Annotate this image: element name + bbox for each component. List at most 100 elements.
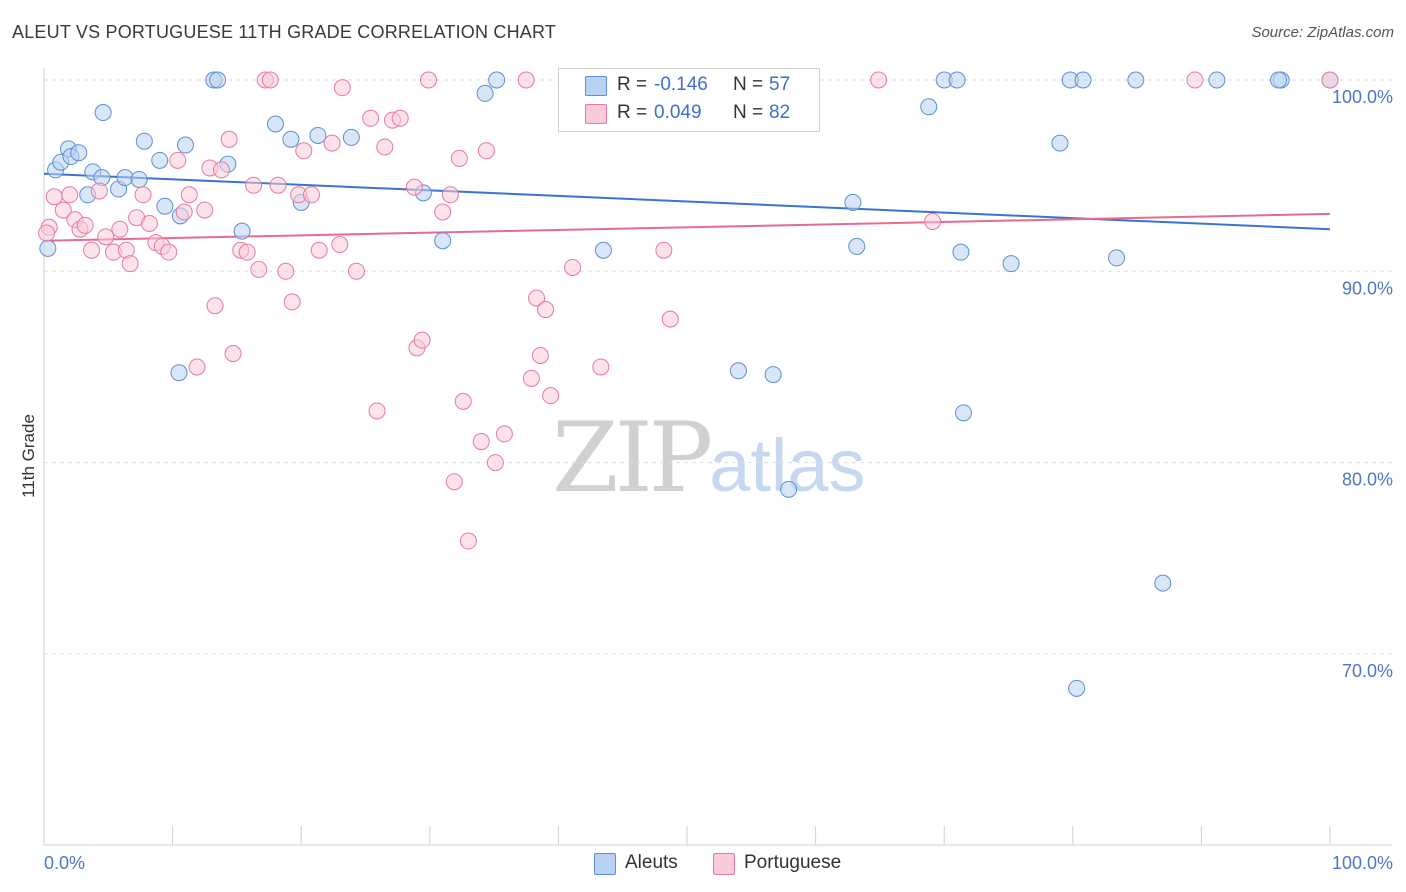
point-aleuts (1002, 255, 1020, 273)
point-portuguese (220, 130, 238, 148)
point-portuguese (454, 392, 472, 410)
point-portuguese (90, 182, 108, 200)
point-portuguese (495, 425, 513, 443)
point-portuguese (472, 433, 490, 451)
point-aleuts (1208, 71, 1226, 89)
series-legend-swatch-aleuts (594, 853, 616, 875)
point-portuguese (486, 454, 504, 472)
point-aleuts (1154, 574, 1172, 592)
point-portuguese (160, 243, 178, 261)
watermark: ZIPatlas (552, 402, 866, 514)
point-aleuts (1074, 71, 1092, 89)
point-portuguese (413, 331, 431, 349)
point-portuguese (445, 473, 463, 491)
point-portuguese (333, 79, 351, 97)
point-aleuts (309, 126, 327, 144)
watermark-zip: ZIP (552, 402, 713, 514)
point-aleuts (1108, 249, 1126, 267)
point-portuguese (347, 262, 365, 280)
point-portuguese (405, 178, 423, 196)
point-aleuts (1068, 679, 1086, 697)
point-portuguese (45, 188, 63, 206)
point-aleuts (135, 132, 153, 150)
point-portuguese (323, 134, 341, 152)
point-aleuts (170, 364, 188, 382)
point-portuguese (250, 260, 268, 278)
point-portuguese (76, 216, 94, 234)
point-portuguese (196, 201, 214, 219)
point-portuguese (121, 255, 139, 273)
point-portuguese (517, 71, 535, 89)
point-portuguese (261, 71, 279, 89)
point-portuguese (661, 310, 679, 328)
point-aleuts (948, 71, 966, 89)
legend-r-value-aleuts: -0.146 (654, 74, 708, 95)
point-portuguese (434, 203, 452, 221)
point-portuguese (459, 532, 477, 550)
legend-n-value-portuguese: 82 (769, 102, 791, 123)
legend-row-portuguese: R = 0.049 N = 82 (559, 101, 819, 127)
point-aleuts (952, 243, 970, 261)
point-portuguese (54, 201, 72, 219)
point-portuguese (188, 358, 206, 376)
point-aleuts (39, 239, 57, 257)
legend-n-value-aleuts: 57 (769, 74, 791, 95)
point-portuguese (212, 161, 230, 179)
point-portuguese (531, 346, 549, 364)
point-portuguese (302, 186, 320, 204)
stats-legend: R = -0.146 N = 57 R = 0.049 N = 82 (558, 68, 820, 132)
point-aleuts (156, 197, 174, 215)
point-portuguese (180, 186, 198, 204)
point-portuguese (61, 186, 79, 204)
point-aleuts (116, 169, 134, 187)
chart-source: Source: ZipAtlas.com (1251, 24, 1394, 41)
y-tick-label: 100.0% (1332, 87, 1393, 107)
point-portuguese (175, 203, 193, 221)
point-aleuts (233, 222, 251, 240)
point-aleuts (266, 115, 284, 133)
legend-r-label: R = (617, 74, 648, 95)
point-aleuts (282, 130, 300, 148)
point-portuguese (97, 228, 115, 246)
point-aleuts (729, 362, 747, 380)
legend-n-label: N = (733, 74, 764, 95)
point-aleuts (70, 144, 88, 162)
point-portuguese (528, 289, 546, 307)
tick-labels: 100.0% 90.0% 80.0% 70.0% 0.0% 100.0% 11th Grad… (19, 87, 1393, 873)
chart-title: ALEUT VS PORTUGUESE 11TH GRADE CORRELATI… (12, 22, 557, 42)
point-portuguese (277, 262, 295, 280)
point-aleuts (844, 193, 862, 211)
point-portuguese (564, 258, 582, 276)
gridlines (44, 79, 1392, 655)
point-portuguese (477, 142, 495, 160)
point-portuguese (269, 176, 287, 194)
legend-row-aleuts: R = -0.146 N = 57 (559, 73, 819, 99)
legend-r-value-portuguese: 0.049 (654, 102, 702, 123)
data-points (38, 71, 1339, 697)
point-portuguese (283, 293, 301, 311)
point-aleuts (342, 128, 360, 146)
point-portuguese (111, 220, 129, 238)
point-portuguese (368, 402, 386, 420)
point-portuguese (331, 236, 349, 254)
series-legend-label-aleuts: Aleuts (625, 852, 678, 873)
point-aleuts (954, 404, 972, 422)
point-portuguese (169, 151, 187, 169)
point-portuguese (870, 71, 888, 89)
point-aleuts (476, 84, 494, 102)
point-aleuts (151, 151, 169, 169)
x-tick-label-min: 0.0% (44, 853, 85, 873)
trend-line-portuguese (43, 212, 1331, 242)
y-tick-label: 90.0% (1342, 278, 1393, 298)
point-portuguese (1186, 71, 1204, 89)
point-portuguese (238, 243, 256, 261)
point-portuguese (542, 387, 560, 405)
point-portuguese (924, 213, 942, 231)
point-portuguese (1321, 71, 1339, 89)
series-legend-label-portuguese: Portuguese (744, 852, 842, 873)
series-legend-swatch-portuguese (713, 853, 735, 875)
point-aleuts (920, 98, 938, 116)
point-portuguese (376, 138, 394, 156)
point-portuguese (38, 224, 56, 242)
